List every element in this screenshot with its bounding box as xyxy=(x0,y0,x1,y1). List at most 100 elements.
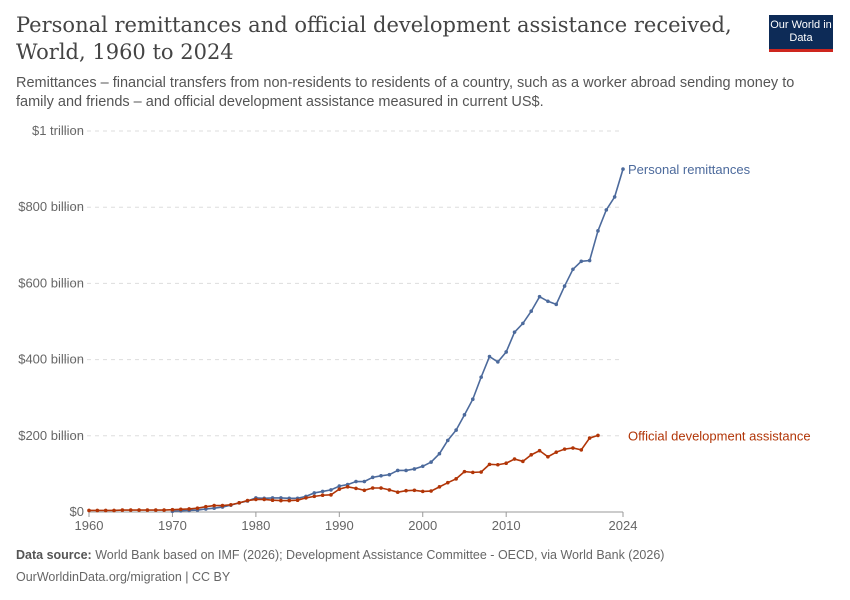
data-point xyxy=(103,508,108,513)
data-point xyxy=(404,488,408,493)
data-point xyxy=(287,498,292,503)
data-point xyxy=(262,497,267,502)
data-point xyxy=(178,507,183,512)
data-point xyxy=(504,350,508,354)
data-point xyxy=(345,485,350,489)
x-tick-label: 2000 xyxy=(408,518,437,533)
data-point xyxy=(354,479,358,484)
data-point xyxy=(562,284,567,288)
data-point xyxy=(362,488,367,493)
data-point xyxy=(270,498,275,502)
data-point xyxy=(587,258,592,263)
data-point xyxy=(95,508,100,513)
data-point xyxy=(145,508,150,512)
series-label: Official development assistance xyxy=(628,428,811,443)
data-point xyxy=(220,503,225,508)
data-point xyxy=(195,506,200,510)
data-point xyxy=(329,488,333,492)
data-point xyxy=(229,502,233,507)
data-point xyxy=(571,446,575,450)
data-point xyxy=(279,498,283,503)
data-point xyxy=(496,462,500,467)
y-tick-label: $200 billion xyxy=(18,428,84,443)
data-point xyxy=(370,486,375,490)
data-point xyxy=(554,302,559,307)
data-point xyxy=(362,479,367,484)
data-point xyxy=(454,428,458,432)
series-line xyxy=(89,434,599,512)
x-tick-label: 2010 xyxy=(492,518,521,533)
data-point xyxy=(329,493,333,497)
data-point xyxy=(462,413,467,417)
y-tick-label: $1 trillion xyxy=(32,123,84,138)
data-point xyxy=(496,360,500,364)
data-point xyxy=(571,267,575,272)
data-point xyxy=(521,321,525,326)
chart-title: Personal remittances and official develo… xyxy=(16,13,732,64)
data-point xyxy=(354,486,358,491)
data-point xyxy=(546,454,550,459)
x-tick-label: 1980 xyxy=(241,518,270,533)
data-point xyxy=(579,259,584,264)
data-point xyxy=(579,448,584,452)
data-point xyxy=(212,503,216,508)
data-point xyxy=(312,494,317,499)
data-point xyxy=(445,480,450,485)
data-point xyxy=(529,453,534,457)
owid-logo[interactable]: Our World in Data xyxy=(769,15,833,52)
data-point xyxy=(395,490,400,494)
data-point xyxy=(521,459,525,464)
data-point xyxy=(612,195,617,199)
data-point xyxy=(170,507,175,512)
data-point xyxy=(604,208,609,212)
data-point xyxy=(479,470,483,474)
data-point xyxy=(212,506,216,510)
source-url[interactable]: OurWorldinData.org/migration | CC BY xyxy=(16,570,231,584)
data-point xyxy=(279,496,283,500)
data-point xyxy=(471,397,475,402)
data-point xyxy=(204,504,208,509)
data-point xyxy=(295,498,300,502)
data-point xyxy=(462,469,467,474)
data-point xyxy=(245,498,250,503)
data-point xyxy=(254,497,258,502)
y-tick-label: $800 billion xyxy=(18,199,84,214)
data-point xyxy=(304,496,308,500)
data-source: Data source: World Bank based on IMF (20… xyxy=(16,548,664,562)
data-point xyxy=(504,461,508,466)
data-point xyxy=(512,330,517,334)
x-tick-label: 1970 xyxy=(158,518,187,533)
data-point xyxy=(337,487,342,491)
y-tick-label: $600 billion xyxy=(18,275,84,290)
data-point xyxy=(471,470,475,475)
data-point xyxy=(412,467,417,471)
data-point xyxy=(387,488,392,492)
y-tick-label: $0 xyxy=(70,504,84,519)
data-point xyxy=(87,508,91,513)
data-point xyxy=(445,438,450,443)
data-point xyxy=(153,508,158,512)
data-point xyxy=(437,485,442,489)
source-text: World Bank based on IMF (2026); Developm… xyxy=(95,548,665,562)
data-point xyxy=(237,501,241,505)
source-label: Data source: xyxy=(16,548,92,562)
data-point xyxy=(120,508,125,512)
data-point xyxy=(112,508,116,513)
data-point xyxy=(429,460,433,464)
data-point xyxy=(537,294,542,299)
series-label: Personal remittances xyxy=(628,162,751,177)
data-point xyxy=(370,475,375,480)
data-point xyxy=(412,488,417,493)
data-point xyxy=(404,468,408,473)
data-point xyxy=(596,229,600,233)
data-point xyxy=(387,472,392,477)
data-point xyxy=(596,433,600,438)
data-point xyxy=(562,447,567,451)
data-point xyxy=(187,507,191,511)
data-point xyxy=(554,450,559,454)
chart-subtitle: Remittances – financial transfers from n… xyxy=(16,75,795,110)
y-tick-label: $400 billion xyxy=(18,352,84,367)
data-point xyxy=(312,491,317,495)
